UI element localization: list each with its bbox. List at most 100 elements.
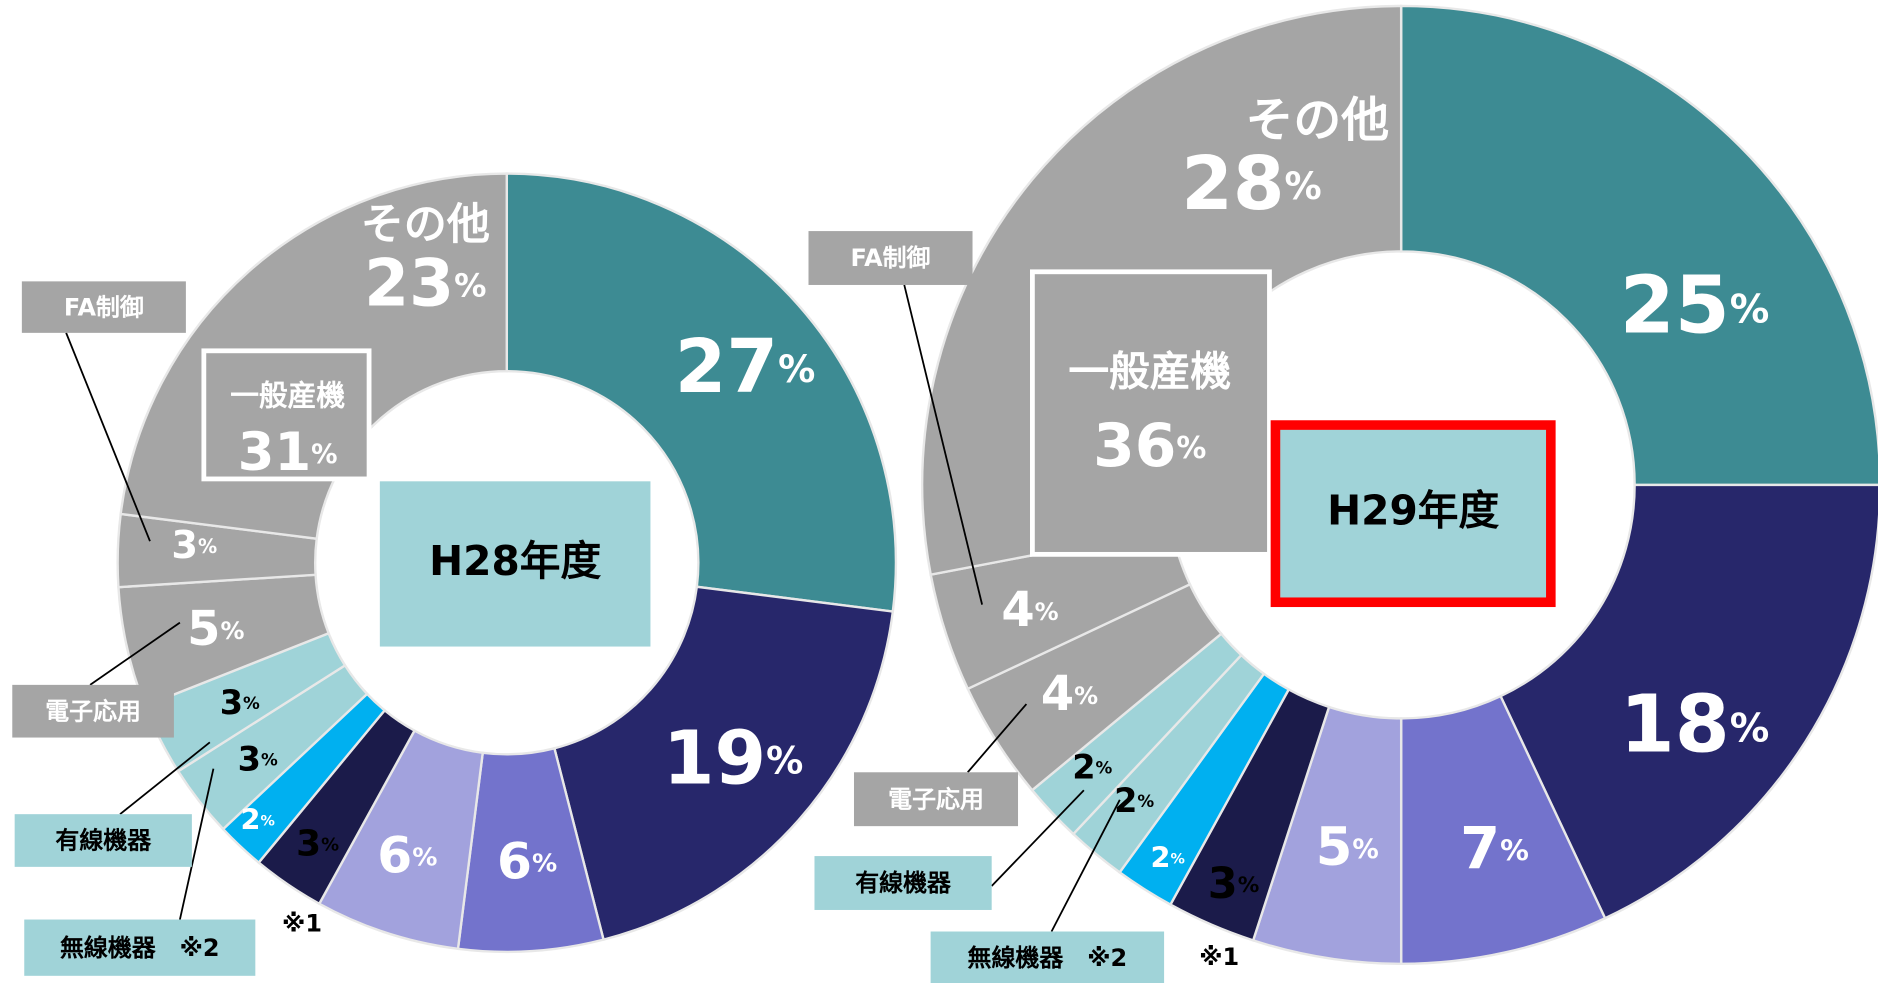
center-box bbox=[1270, 420, 1556, 608]
value-unit: % bbox=[1137, 791, 1154, 811]
value-number: 25 bbox=[1620, 260, 1730, 352]
value-unit: % bbox=[220, 617, 244, 645]
value-unit: % bbox=[321, 834, 339, 855]
category-box bbox=[853, 772, 1019, 827]
value-number: 2 bbox=[1151, 841, 1171, 875]
value-label: 5% bbox=[1316, 817, 1379, 878]
value-unit: % bbox=[454, 266, 486, 304]
value-label: 25% bbox=[1620, 260, 1770, 352]
value-number: 18 bbox=[1620, 679, 1730, 771]
value-number: 28 bbox=[1181, 139, 1284, 226]
value-number: 5 bbox=[187, 602, 220, 657]
value-number: 3 bbox=[296, 823, 321, 864]
value-unit: % bbox=[1500, 833, 1529, 867]
group-value-number: 31 bbox=[238, 422, 311, 483]
category-label: 電子応用 bbox=[888, 785, 984, 813]
category-label: 無線機器 ※2 bbox=[60, 934, 220, 962]
category-label: 電子応用 bbox=[45, 697, 141, 725]
value-number: 3 bbox=[220, 683, 243, 722]
value-label: 2% bbox=[1072, 747, 1112, 786]
value-number: 23 bbox=[364, 246, 454, 321]
value-number: 6 bbox=[497, 831, 532, 890]
group-value-number: 36 bbox=[1093, 411, 1176, 481]
value-number: 19 bbox=[663, 714, 766, 801]
donut-segment bbox=[552, 585, 895, 942]
value-label: 2% bbox=[1114, 781, 1154, 820]
value-label: 4% bbox=[1041, 667, 1098, 722]
value-unit: % bbox=[1352, 835, 1378, 865]
leader-line bbox=[89, 621, 181, 686]
group-value-unit: % bbox=[311, 439, 337, 469]
value-unit: % bbox=[1730, 286, 1770, 332]
value-unit: % bbox=[1074, 682, 1098, 710]
value-label: 3% bbox=[220, 683, 260, 722]
value-number: 2 bbox=[1072, 747, 1095, 786]
value-number: 5 bbox=[1316, 817, 1353, 878]
category-box bbox=[814, 856, 992, 910]
value-unit: % bbox=[198, 535, 217, 558]
value-label: 23% bbox=[364, 246, 486, 321]
value-number: 6 bbox=[377, 825, 412, 884]
leader-line bbox=[967, 703, 1028, 773]
value-number: 4 bbox=[1041, 667, 1074, 722]
value-unit: % bbox=[1035, 598, 1059, 626]
value-label: 3% bbox=[1208, 859, 1260, 909]
category-label: ※1 bbox=[282, 909, 322, 937]
leader-line bbox=[179, 768, 215, 920]
value-number: 7 bbox=[1460, 815, 1500, 882]
donut-segment bbox=[505, 172, 898, 613]
value-label: 19% bbox=[663, 714, 803, 801]
value-unit: % bbox=[1170, 852, 1184, 868]
value-label: 6% bbox=[377, 825, 437, 884]
value-label: 2% bbox=[1151, 841, 1185, 875]
leader-line bbox=[991, 789, 1085, 887]
group-value: 36% bbox=[1093, 411, 1206, 481]
value-unit: % bbox=[412, 842, 437, 871]
category-label: FA制御 bbox=[851, 244, 931, 272]
category-box bbox=[808, 231, 973, 285]
value-unit: % bbox=[532, 848, 557, 877]
group-value: 31% bbox=[238, 422, 338, 483]
value-label: 2% bbox=[241, 802, 275, 836]
category-label: 有線機器 bbox=[55, 827, 152, 855]
center-title: H29年度 bbox=[1327, 487, 1499, 535]
category-label: その他 bbox=[1246, 93, 1390, 148]
category-label: 有線機器 bbox=[855, 869, 952, 897]
category-box bbox=[930, 931, 1165, 983]
value-label: 3% bbox=[171, 523, 217, 568]
value-label: 6% bbox=[497, 831, 557, 890]
value-unit: % bbox=[1238, 873, 1260, 898]
value-unit: % bbox=[261, 749, 278, 769]
category-label: FA制御 bbox=[64, 293, 144, 321]
value-unit: % bbox=[1730, 705, 1770, 751]
value-unit: % bbox=[778, 348, 815, 391]
leader-line bbox=[119, 741, 211, 815]
value-label: 28% bbox=[1181, 139, 1321, 226]
value-number: 2 bbox=[241, 802, 261, 836]
center-box bbox=[379, 481, 651, 647]
value-label: 4% bbox=[1001, 583, 1058, 638]
value-label: 5% bbox=[187, 602, 244, 657]
value-number: 3 bbox=[1208, 859, 1238, 909]
leader-line bbox=[1050, 799, 1121, 932]
value-unit: % bbox=[1285, 164, 1322, 207]
category-label: その他 bbox=[361, 200, 490, 250]
value-unit: % bbox=[1096, 758, 1113, 778]
group-box bbox=[1029, 269, 1272, 557]
group-box bbox=[201, 348, 372, 482]
value-label: 3% bbox=[238, 739, 278, 778]
value-number: 27 bbox=[675, 323, 778, 410]
value-number: 4 bbox=[1001, 583, 1034, 638]
category-label: 無線機器 ※2 bbox=[968, 944, 1128, 972]
leader-line bbox=[65, 332, 151, 542]
donut-segment bbox=[1399, 4, 1878, 487]
value-label: 7% bbox=[1460, 815, 1529, 882]
value-unit: % bbox=[261, 813, 275, 829]
category-box bbox=[21, 281, 186, 333]
value-unit: % bbox=[243, 693, 260, 713]
value-number: 2 bbox=[1114, 781, 1137, 820]
category-box bbox=[12, 684, 174, 738]
group-value-unit: % bbox=[1176, 430, 1206, 465]
value-unit: % bbox=[766, 739, 803, 782]
